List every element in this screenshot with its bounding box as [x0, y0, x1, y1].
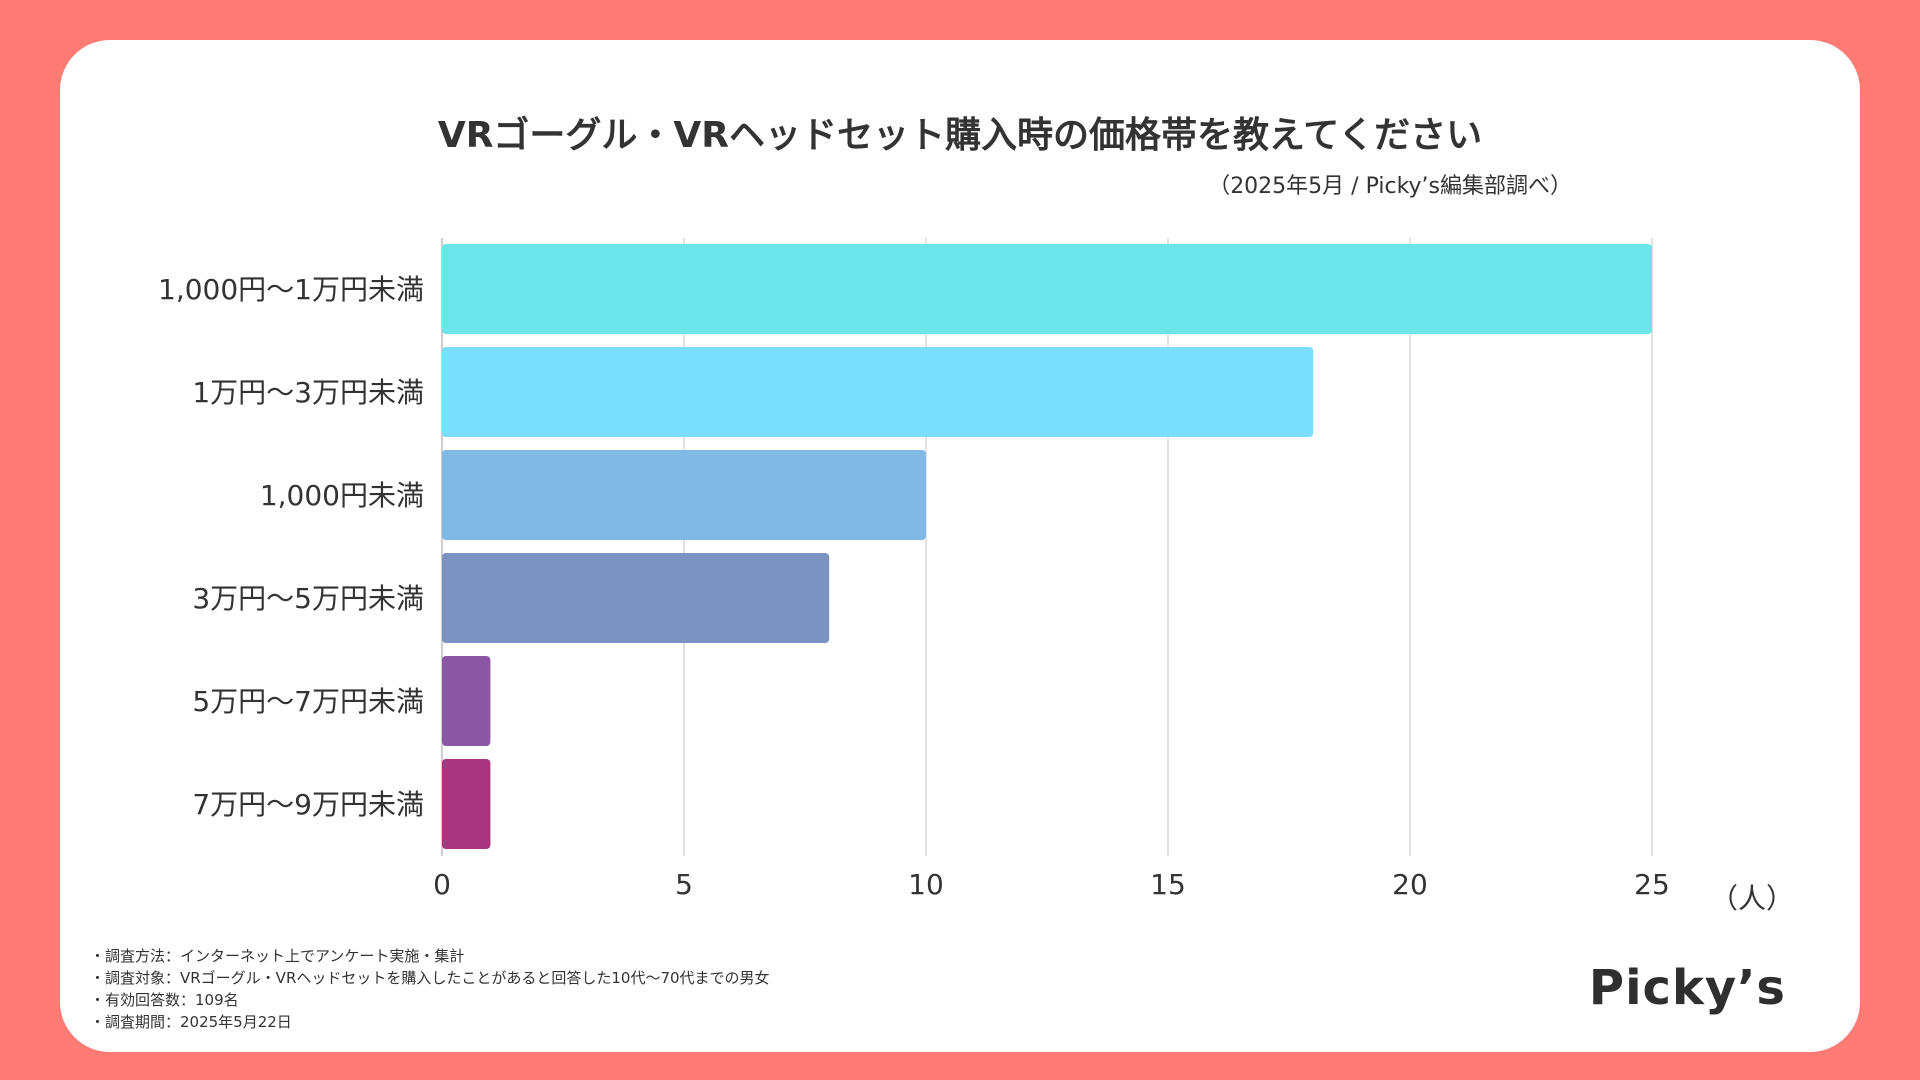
tick-label: 25: [1634, 868, 1670, 901]
survey-note: ・調査方法：インターネット上でアンケート実施・集計: [90, 947, 465, 965]
survey-note: ・有効回答数：109名: [90, 991, 239, 1009]
bar: [442, 759, 491, 849]
tick-label: 15: [1150, 868, 1186, 901]
bar: [442, 450, 926, 540]
survey-note: ・調査対象：VRゴーグル・VRヘッドセットを購入したことがあると回答した10代〜…: [90, 969, 770, 987]
category-label: 1,000円未満: [260, 479, 424, 512]
bar: [442, 656, 491, 746]
category-label: 5万円〜7万円未満: [192, 685, 424, 718]
category-label: 1万円〜3万円未満: [192, 376, 424, 409]
survey-notes: ・調査方法：インターネット上でアンケート実施・集計 ・調査対象：VRゴーグル・V…: [90, 945, 770, 1033]
bar: [442, 553, 830, 643]
bar: [442, 347, 1314, 437]
tick-label: 5: [675, 868, 693, 901]
category-label: 7万円〜9万円未満: [192, 788, 424, 821]
chart-subtitle: （2025年5月 / Picky’s編集部調べ）: [1208, 174, 1572, 199]
chart-card: VRゴーグル・VRヘッドセット購入時の価格帯を教えてください （2025年5月 …: [60, 40, 1860, 1052]
survey-note: ・調査期間：2025年5月22日: [90, 1013, 292, 1031]
chart-title: VRゴーグル・VRヘッドセット購入時の価格帯を教えてください: [437, 115, 1483, 156]
bar-chart: 1,000円〜1万円未満 1万円〜3万円未満 1,000円未満 3万円〜5万円未満 5万…: [158, 238, 1794, 915]
tick-label: 10: [908, 868, 944, 901]
axis-unit-label: （人）: [1710, 882, 1794, 915]
tick-label: 20: [1392, 868, 1428, 901]
category-label: 1,000円〜1万円未満: [158, 273, 424, 306]
tick-label: 0: [433, 868, 451, 901]
bar: [442, 244, 1652, 334]
category-label: 3万円〜5万円未満: [192, 582, 424, 615]
brand-logo: Picky’s: [1588, 960, 1786, 1016]
